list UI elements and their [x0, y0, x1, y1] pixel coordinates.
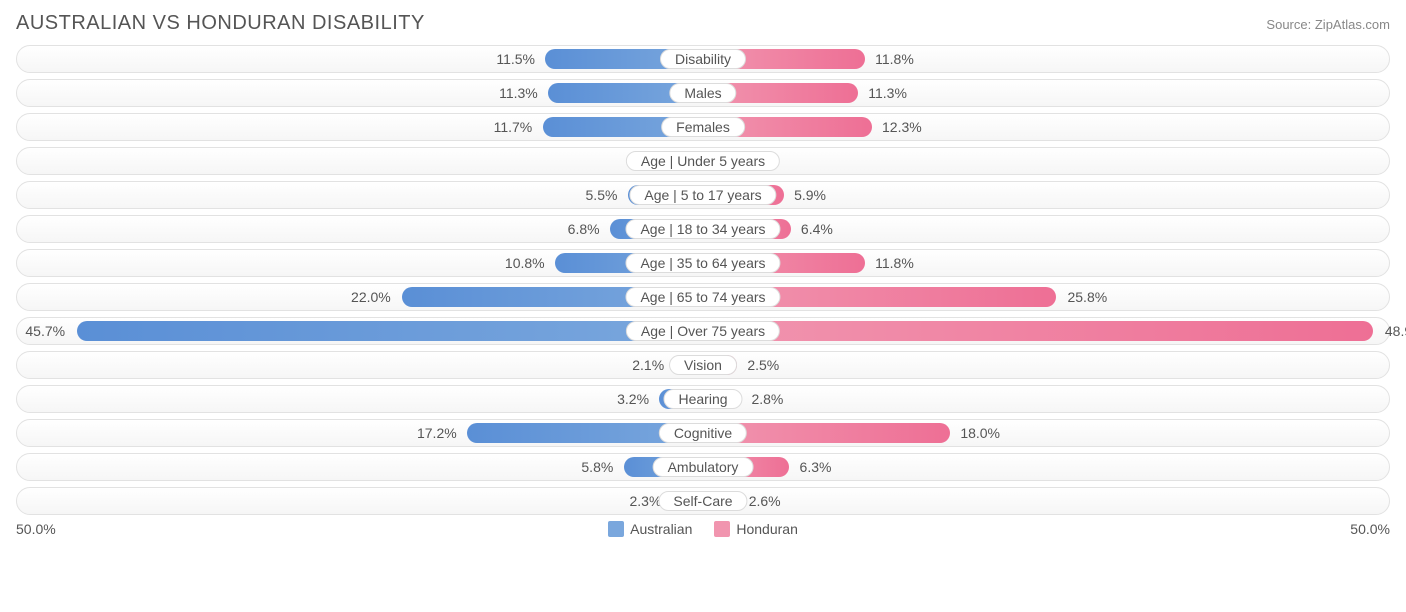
- chart-row: 22.0% 25.8% Age | 65 to 74 years: [16, 283, 1390, 311]
- chart-row: 2.3%2.6%Self-Care: [16, 487, 1390, 515]
- legend-label-left: Australian: [630, 521, 692, 537]
- left-half: [18, 489, 703, 513]
- header: AUSTRALIAN VS HONDURAN DISABILITY Source…: [16, 12, 1390, 35]
- value-right: 2.6%: [743, 487, 781, 515]
- category-pill: Disability: [660, 49, 746, 69]
- value-left: 11.7%: [494, 113, 539, 141]
- legend-swatch-left: [608, 521, 624, 537]
- value-left: 5.5%: [586, 181, 624, 209]
- axis-left-label: 50.0%: [16, 521, 56, 537]
- chart-row: 10.8% 11.8% Age | 35 to 64 years: [16, 249, 1390, 277]
- value-right: 12.3%: [876, 113, 922, 141]
- legend-item-right: Honduran: [714, 521, 798, 537]
- category-pill: Age | 65 to 74 years: [625, 287, 780, 307]
- category-pill: Ambulatory: [653, 457, 754, 477]
- category-pill: Age | 18 to 34 years: [625, 219, 780, 239]
- value-right: 5.9%: [788, 181, 826, 209]
- category-pill: Age | Over 75 years: [626, 321, 780, 341]
- chart-footer: 50.0% Australian Honduran 50.0%: [16, 521, 1390, 537]
- left-half: [18, 421, 703, 445]
- value-right: 2.8%: [745, 385, 783, 413]
- chart-row: 11.7% 12.3% Females: [16, 113, 1390, 141]
- bar-right: [703, 321, 1373, 341]
- legend-label-right: Honduran: [736, 521, 798, 537]
- legend-swatch-right: [714, 521, 730, 537]
- right-half: [703, 251, 1388, 275]
- left-half: [18, 251, 703, 275]
- left-half: [18, 149, 703, 173]
- category-pill: Hearing: [663, 389, 742, 409]
- value-right: 2.5%: [741, 351, 779, 379]
- left-half: [18, 387, 703, 411]
- bar-left: [77, 321, 703, 341]
- category-pill: Age | 5 to 17 years: [629, 185, 776, 205]
- chart-row: 3.2% 2.8%Hearing: [16, 385, 1390, 413]
- left-half: [18, 81, 703, 105]
- source-label: Source:: [1266, 17, 1311, 32]
- value-left: 6.8%: [568, 215, 606, 243]
- source-attribution: Source: ZipAtlas.com: [1266, 17, 1390, 32]
- value-left: 3.2%: [617, 385, 655, 413]
- right-half: [703, 353, 1388, 377]
- right-half: [703, 81, 1388, 105]
- chart-row: 17.2% 18.0% Cognitive: [16, 419, 1390, 447]
- right-half: [703, 387, 1388, 411]
- value-right: 6.4%: [795, 215, 833, 243]
- value-left: 5.8%: [581, 453, 619, 481]
- value-right: 48.9%: [1379, 317, 1406, 345]
- value-right: 11.8%: [869, 249, 914, 277]
- chart-row: 11.3% 11.3% Males: [16, 79, 1390, 107]
- chart-row: 11.5% 11.8% Disability: [16, 45, 1390, 73]
- value-left: 10.8%: [505, 249, 551, 277]
- category-pill: Self-Care: [658, 491, 747, 511]
- value-right: 6.3%: [794, 453, 832, 481]
- legend-item-left: Australian: [608, 521, 692, 537]
- value-left: 22.0%: [351, 283, 397, 311]
- value-right: 11.3%: [862, 79, 907, 107]
- category-pill: Cognitive: [659, 423, 747, 443]
- chart-row: 2.1% 2.5%Vision: [16, 351, 1390, 379]
- chart-row: 1.4%1.2%Age | Under 5 years: [16, 147, 1390, 175]
- category-pill: Vision: [669, 355, 737, 375]
- value-left: 17.2%: [417, 419, 463, 447]
- value-left: 11.3%: [499, 79, 544, 107]
- chart-row: 5.8% 6.3% Ambulatory: [16, 453, 1390, 481]
- category-pill: Females: [661, 117, 745, 137]
- value-left: 45.7%: [25, 317, 71, 345]
- chart-title: AUSTRALIAN VS HONDURAN DISABILITY: [16, 12, 425, 35]
- source-value: ZipAtlas.com: [1315, 17, 1390, 32]
- category-pill: Males: [669, 83, 736, 103]
- category-pill: Age | Under 5 years: [626, 151, 780, 171]
- right-half: [703, 421, 1388, 445]
- value-right: 25.8%: [1061, 283, 1107, 311]
- left-half: [18, 115, 703, 139]
- chart-row: 45.7%48.9%Age | Over 75 years: [16, 317, 1390, 345]
- value-right: 11.8%: [869, 45, 914, 73]
- chart-row: 6.8% 6.4% Age | 18 to 34 years: [16, 215, 1390, 243]
- left-half: [18, 47, 703, 71]
- right-half: [703, 489, 1388, 513]
- value-right: 18.0%: [954, 419, 1000, 447]
- value-left: 2.1%: [632, 351, 670, 379]
- left-half: [18, 319, 703, 343]
- right-half: [703, 319, 1388, 343]
- legend: Australian Honduran: [56, 521, 1351, 537]
- left-half: [18, 353, 703, 377]
- diverging-bar-chart: 11.5% 11.8% Disability 11.3% 11.3% Males 11.7%…: [16, 45, 1390, 515]
- value-left: 11.5%: [496, 45, 541, 73]
- axis-right-label: 50.0%: [1350, 521, 1390, 537]
- category-pill: Age | 35 to 64 years: [625, 253, 780, 273]
- right-half: [703, 149, 1388, 173]
- right-half: [703, 115, 1388, 139]
- right-half: [703, 47, 1388, 71]
- chart-row: 5.5% 5.9% Age | 5 to 17 years: [16, 181, 1390, 209]
- right-half: [703, 285, 1388, 309]
